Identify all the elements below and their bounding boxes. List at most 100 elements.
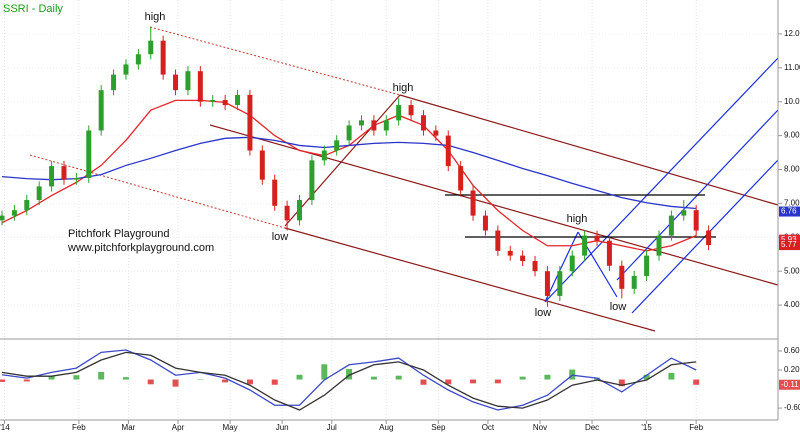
y-tick-label: 9.00 xyxy=(784,131,800,140)
value-tag-label: -0.11 xyxy=(781,380,799,389)
x-tick-label: Jun xyxy=(276,423,289,432)
macd-line xyxy=(1,349,697,411)
annotation: Pitchfork Playground xyxy=(68,228,170,240)
candle-body xyxy=(272,179,278,206)
candle-body xyxy=(582,235,588,256)
candle-body xyxy=(594,235,600,241)
annotation: high xyxy=(393,82,414,94)
candle-body xyxy=(173,74,179,91)
candle-body xyxy=(185,71,191,91)
x-tick-label: Sep xyxy=(431,423,446,432)
candle-body xyxy=(606,240,612,266)
candle-body xyxy=(619,265,625,289)
histogram-bar xyxy=(0,379,5,382)
histogram-bar xyxy=(98,371,105,380)
candle-body xyxy=(383,120,389,131)
candle-body xyxy=(706,230,712,246)
candle-body xyxy=(470,190,476,216)
channel-line xyxy=(284,94,401,227)
histogram-bar xyxy=(420,379,427,385)
y-tick-label: 12.00 xyxy=(784,29,800,38)
candle-body xyxy=(408,105,414,116)
candle-body xyxy=(681,210,687,216)
annotation: high xyxy=(145,11,166,23)
candle-body xyxy=(235,94,241,106)
value-tag-label: 6.76 xyxy=(781,207,797,216)
candle-body xyxy=(544,271,550,296)
macd-line xyxy=(1,351,697,411)
candle-body xyxy=(135,54,141,65)
y-tick-label: 8.00 xyxy=(784,165,800,174)
histogram-bar xyxy=(246,379,253,385)
candle-body xyxy=(123,64,129,75)
histogram-bar xyxy=(569,369,576,380)
x-tick-label: Mar xyxy=(122,423,136,432)
histogram-bar xyxy=(470,379,477,384)
y-tick-label: 4.00 xyxy=(784,300,800,309)
candle-body xyxy=(433,130,439,136)
value-tag xyxy=(779,379,800,390)
x-tick-label: '14 xyxy=(0,423,10,432)
candle-body xyxy=(482,215,488,231)
dotted-line xyxy=(149,26,401,96)
x-tick-label: Jul xyxy=(327,423,337,432)
histogram-bar xyxy=(445,379,452,385)
y-tick-label: 7.00 xyxy=(784,199,800,208)
pitchfork-lines xyxy=(29,26,779,332)
histogram-bar xyxy=(693,379,700,385)
value-tag xyxy=(779,234,800,245)
x-tick-label: Dec xyxy=(585,423,599,432)
pitchfork-line xyxy=(544,57,779,303)
candle-body xyxy=(284,205,290,221)
histogram-bar xyxy=(395,375,402,380)
candle-body xyxy=(98,90,104,131)
candle-body xyxy=(247,94,253,151)
histogram-bar xyxy=(296,374,303,380)
candle-body xyxy=(520,255,526,262)
histogram-bar xyxy=(668,372,675,380)
value-tag xyxy=(779,240,800,251)
y-tick-label: 0.20 xyxy=(784,365,800,374)
y-tick-label: -0.60 xyxy=(784,403,800,412)
candle-body xyxy=(420,115,426,131)
dotted-line xyxy=(29,154,286,229)
candle-body xyxy=(259,150,265,180)
histogram-bar xyxy=(197,379,204,381)
x-tick-label: Feb xyxy=(72,423,86,432)
candle-body xyxy=(532,261,538,272)
y-tick-label: 0.60 xyxy=(784,346,800,355)
histogram-bar xyxy=(346,369,353,380)
candle-body xyxy=(222,100,228,106)
histogram-bar xyxy=(147,379,154,385)
annotation: low xyxy=(535,307,552,319)
candle-body xyxy=(507,250,513,256)
x-tick-label: Apr xyxy=(172,423,185,432)
channel-line xyxy=(209,124,779,286)
x-tick-label: Oct xyxy=(482,423,495,432)
candle-body xyxy=(36,186,42,201)
candle-body xyxy=(569,255,575,272)
channel-line xyxy=(399,94,779,206)
candle-body xyxy=(557,271,563,296)
candle-body xyxy=(321,150,327,161)
annotation: low xyxy=(610,301,627,313)
candle-body xyxy=(358,120,364,126)
x-tick-label: Nov xyxy=(533,423,547,432)
histogram-bar xyxy=(544,374,551,380)
annotation: low xyxy=(272,231,289,243)
candle-body xyxy=(445,135,451,167)
histogram-bar xyxy=(321,364,328,380)
histogram-bar xyxy=(370,376,377,380)
candle-body xyxy=(197,71,203,102)
histogram-bar xyxy=(48,375,55,380)
annotation: www.pitchforkplayground.com xyxy=(67,242,214,254)
histogram-bar xyxy=(271,379,278,385)
x-tick-label: Feb xyxy=(689,423,703,432)
grid xyxy=(2,0,778,420)
channel-line xyxy=(284,227,656,332)
candle-body xyxy=(644,255,650,276)
candle-body xyxy=(371,120,377,131)
candle-body xyxy=(495,230,501,251)
candle-body xyxy=(24,200,30,211)
